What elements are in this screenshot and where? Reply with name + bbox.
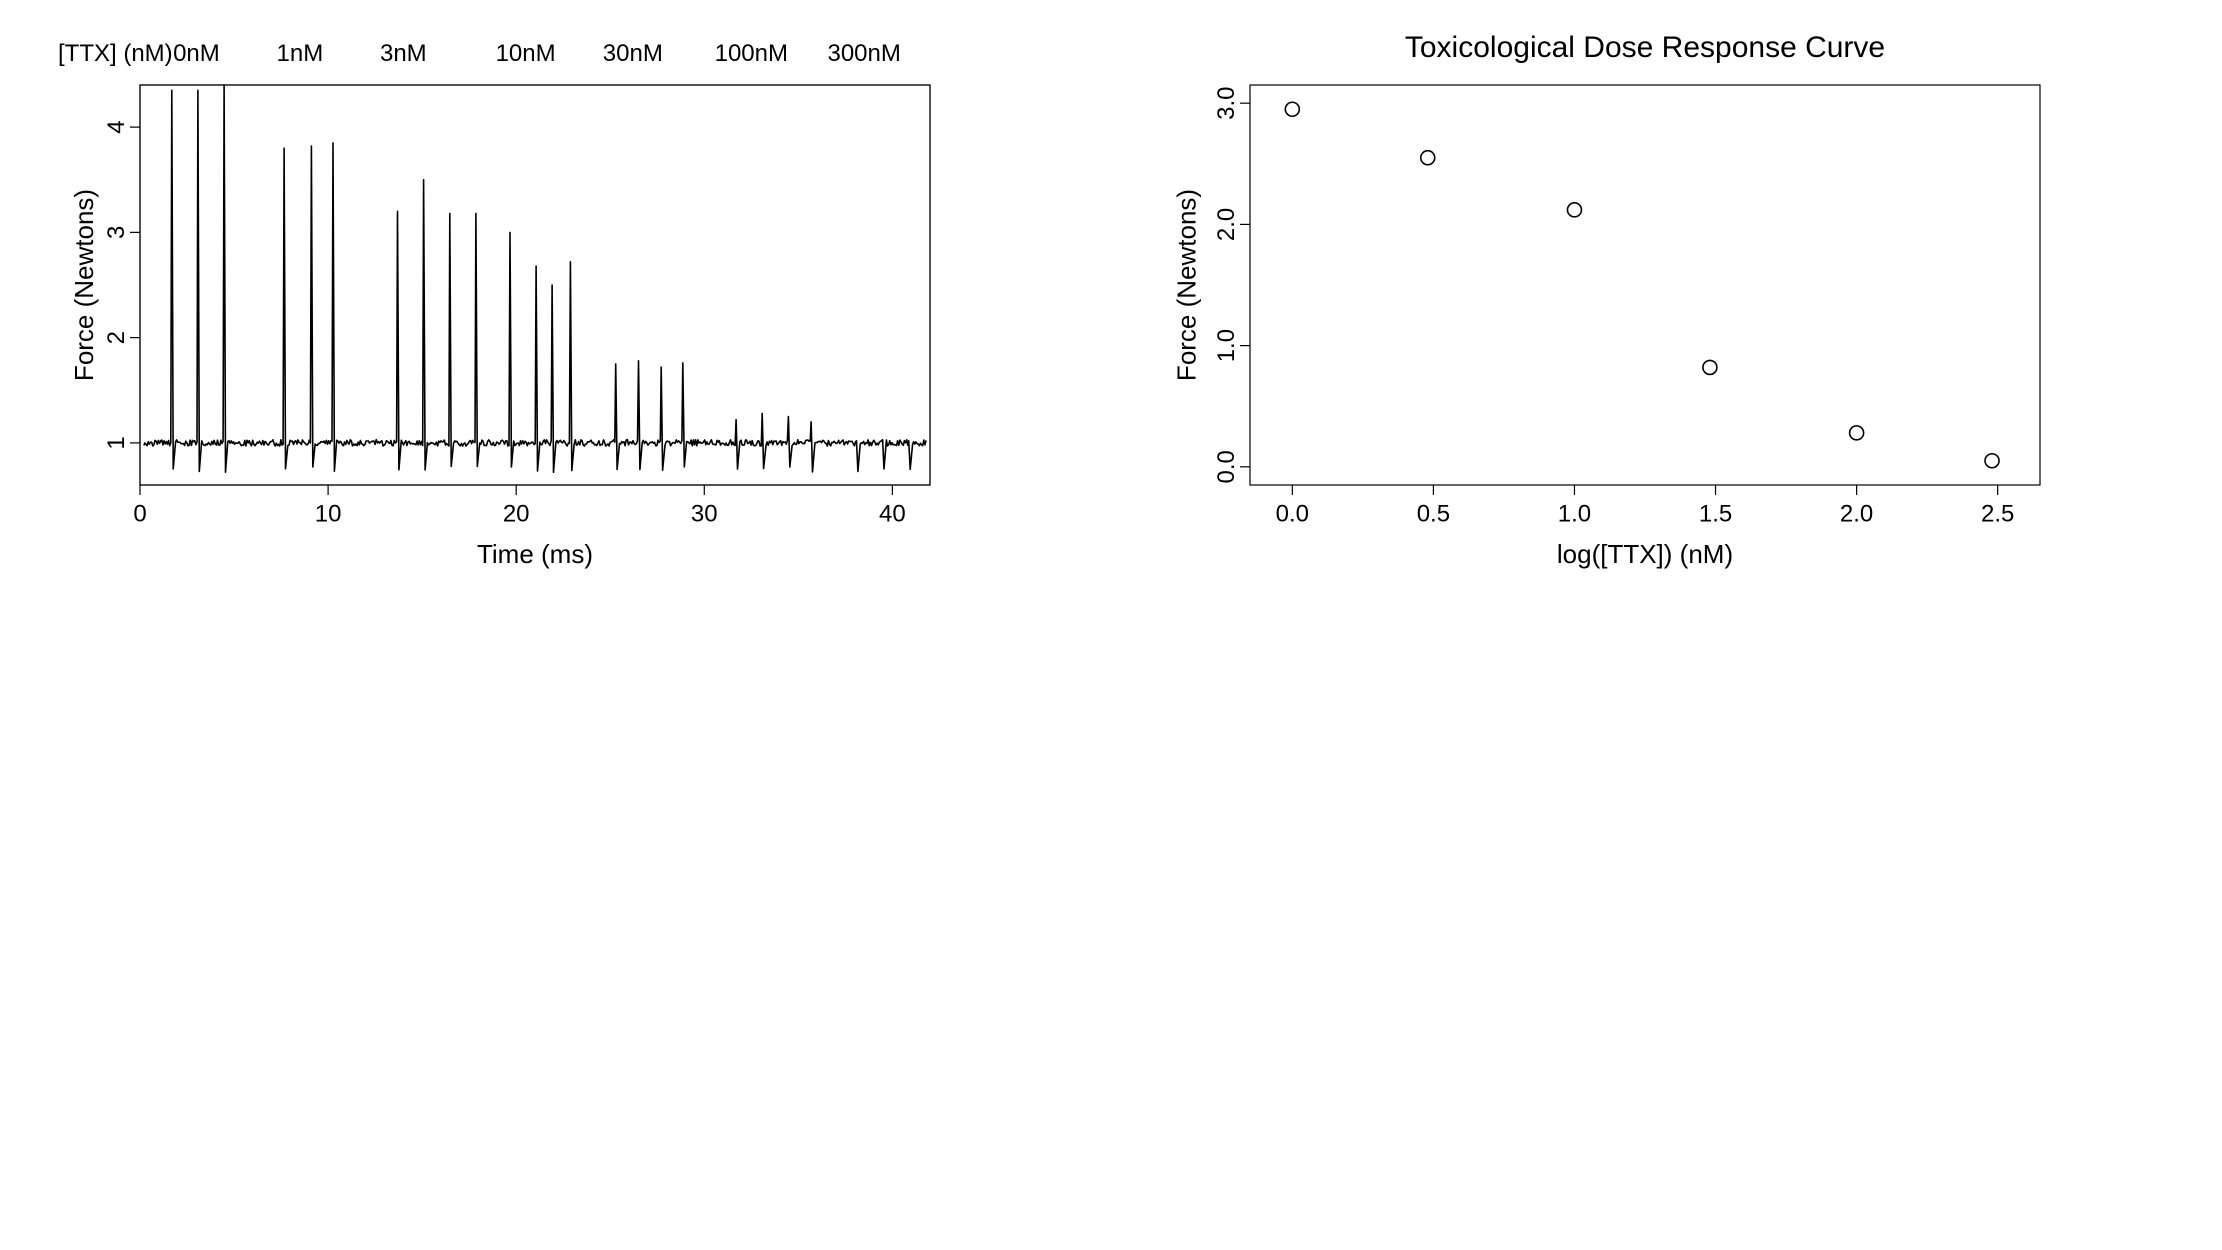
dose-header-label: 1nM [277,40,324,67]
dose-header-label: 10nM [496,40,556,67]
x-tick-label: 0.0 [1276,500,1309,527]
y-tick-label: 2 [103,331,130,344]
dose-header-prefix: [TTX] (nM) [58,40,173,67]
dose-header-label: 3nM [380,40,427,67]
chart-title: Toxicological Dose Response Curve [1405,31,1885,64]
left-chart-container: 0 10 20 30 40 1 2 3 4 Time (ms) Force (Newtons) [TT… [0,10,970,655]
x-tick-label: 20 [503,500,530,527]
x-tick-label: 1.0 [1558,500,1591,527]
dose-header-label: 100nM [715,40,788,67]
charts-row: 0 10 20 30 40 1 2 3 4 Time (ms) Force (Newtons) [TT… [0,0,2222,655]
y-tick-label: 3 [103,226,130,239]
x-tick-label: 10 [315,500,342,527]
x-tick-label: 2.0 [1840,500,1873,527]
y-axis-label: Force (Newtons) [69,189,99,381]
x-tick-label: 0 [133,500,146,527]
right-chart-container: Toxicological Dose Response Curve 0.0 0.5 1… [1110,10,2080,655]
dose-header-label: 30nM [603,40,663,67]
x-tick-label: 2.5 [1981,500,2014,527]
x-tick-label: 0.5 [1417,500,1450,527]
x-tick-label: 30 [691,500,718,527]
y-tick-label: 1.0 [1213,329,1240,362]
dose-header-label: 300nM [827,40,900,67]
y-tick-label: 1 [103,436,130,449]
x-axis-label: log([TTX]) (nM) [1557,539,1733,569]
page-root: 0 10 20 30 40 1 2 3 4 Time (ms) Force (Newtons) [TT… [0,0,2222,1250]
y-tick-label: 4 [103,120,130,133]
left-chart-svg: 0 10 20 30 40 1 2 3 4 Time (ms) Force (Newtons) [TT… [0,10,970,650]
x-tick-label: 40 [879,500,906,527]
y-axis-label: Force (Newtons) [1172,189,1202,381]
y-tick-label: 3.0 [1213,86,1240,119]
y-tick-label: 0.0 [1213,450,1240,483]
x-axis-label: Time (ms) [477,539,593,569]
right-plot-border [1250,85,2040,485]
x-tick-label: 1.5 [1699,500,1732,527]
dose-header-label: 0nM [173,40,220,67]
y-tick-label: 2.0 [1213,208,1240,241]
right-chart-svg: Toxicological Dose Response Curve 0.0 0.5 1… [1110,10,2080,650]
